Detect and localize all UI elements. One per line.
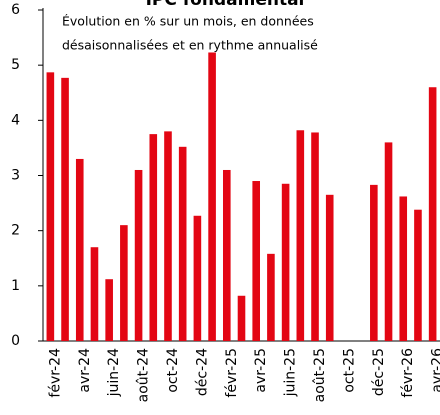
chart-subtitle: Évolution en % sur un mois, en données	[62, 14, 314, 29]
x-tick-label: juin-25	[283, 348, 299, 397]
bar	[384, 142, 393, 341]
bar	[75, 158, 84, 341]
bar	[399, 196, 408, 341]
bar	[208, 52, 216, 341]
bar	[61, 77, 69, 341]
bar	[134, 169, 143, 341]
x-tick-label: oct-24	[165, 348, 181, 393]
chart-title: IPC fondamental	[146, 0, 305, 10]
y-tick-label: 4	[11, 112, 20, 128]
x-tick-label: févr-26	[400, 348, 416, 398]
bar	[237, 295, 246, 341]
x-tick-label: déc-24	[194, 348, 210, 396]
bar	[178, 146, 187, 341]
x-tick-label: avr-25	[253, 348, 269, 393]
x-tick-label: août-25	[312, 348, 328, 402]
bar	[105, 279, 113, 341]
x-tick-label: déc-25	[371, 348, 387, 396]
bar	[296, 130, 305, 341]
y-tick-label: 0	[11, 333, 20, 349]
y-tick-label: 2	[11, 223, 20, 239]
x-tick-label: août-24	[136, 348, 152, 402]
bar	[149, 134, 158, 341]
bar	[414, 209, 422, 341]
x-tick-label: avr-24	[77, 348, 93, 393]
y-tick-label: 5	[11, 57, 20, 73]
bar	[311, 132, 319, 341]
y-tick-label: 3	[11, 168, 20, 184]
bar	[281, 183, 290, 341]
x-tick-label: juin-24	[106, 348, 122, 397]
x-tick-label: févr-25	[224, 348, 240, 398]
bar	[90, 247, 99, 341]
x-tick-label: oct-25	[341, 348, 357, 393]
y-tick-label: 6	[11, 2, 20, 18]
bar	[267, 253, 275, 341]
bar	[120, 225, 128, 341]
bar	[252, 181, 261, 341]
bar	[193, 215, 202, 341]
bar	[164, 131, 172, 341]
bar	[325, 194, 334, 341]
chart-subtitle: désaisonnalisées et en rythme annualisé	[62, 38, 318, 53]
bar	[222, 169, 231, 341]
bar	[370, 184, 378, 341]
x-tick-label: févr-24	[47, 348, 63, 398]
x-tick-label: avr-26	[430, 348, 440, 393]
y-tick-label: 1	[11, 278, 20, 294]
bar	[46, 72, 55, 342]
bar	[428, 87, 437, 341]
